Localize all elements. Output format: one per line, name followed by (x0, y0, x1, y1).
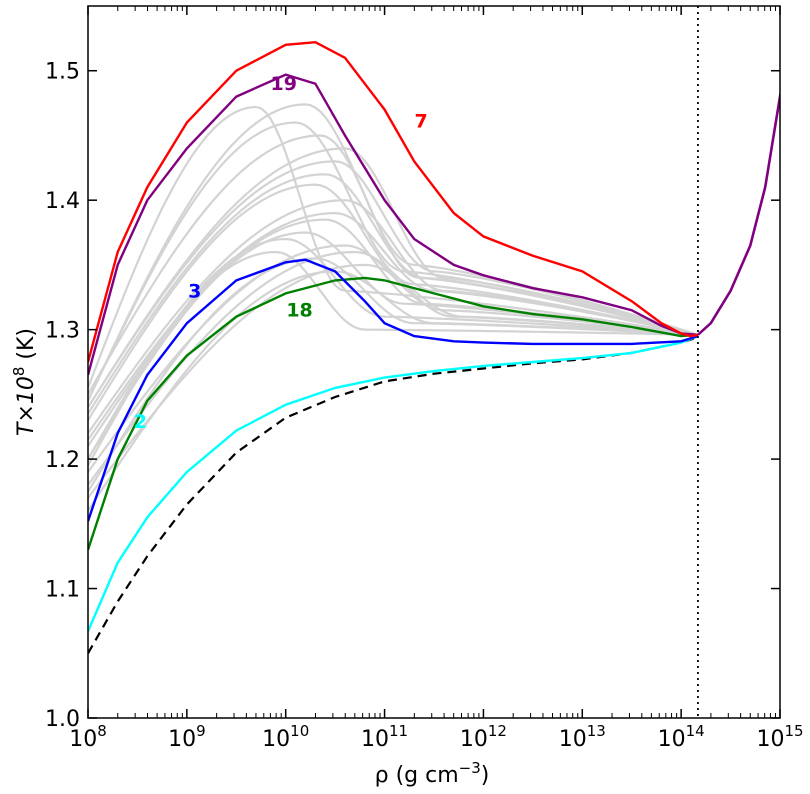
plot-frame (87, 5, 781, 719)
gray-series-line-18 (88, 134, 697, 395)
x-tick-label: 1010 (262, 722, 309, 752)
y-tick-label: 1.0 (45, 707, 80, 732)
common-tail-line (697, 89, 780, 336)
series-label-2: 2 (134, 411, 147, 433)
y-axis-title-exponent: 8 (10, 367, 28, 377)
gray-series-line-12 (88, 250, 697, 486)
y-tick-label: 1.2 (45, 448, 80, 473)
y-tick-label: 1.4 (45, 189, 80, 214)
gray-series-line-14 (88, 250, 697, 460)
gray-series-line-16 (88, 270, 697, 512)
gray-series-line-3 (88, 160, 697, 408)
x-tick-label: 109 (168, 722, 206, 752)
series-line-2 (88, 334, 699, 632)
y-tick-label: 1.5 (45, 60, 80, 85)
y-tick-label: 1.1 (45, 578, 80, 603)
x-axis-title-exponent: −3 (459, 759, 481, 777)
x-tick-label: 1015 (756, 722, 803, 752)
series-line-18 (88, 276, 698, 551)
series-label-3: 3 (188, 280, 201, 302)
y-tick-label: 1.3 (45, 319, 80, 344)
series-line-19 (88, 73, 698, 376)
x-tick-label: 1012 (460, 722, 507, 752)
dashed-series-line (88, 336, 699, 654)
x-tick-label: 108 (69, 722, 107, 752)
series-label-18: 18 (286, 300, 312, 322)
axes: 7 19 3 18 2 108 109 1010 1011 1012 1013 1014 1015 1.0… (45, 5, 804, 752)
plot-area (88, 6, 780, 718)
x-tick-label: 1013 (559, 722, 606, 752)
series-line-3 (88, 258, 699, 522)
series-label-19: 19 (271, 73, 297, 95)
gray-series-line-15 (88, 263, 697, 499)
x-tick-label: 1014 (658, 722, 705, 752)
gray-series-line-0 (88, 105, 697, 389)
y-axis-title-suffix: (K) (14, 328, 39, 367)
series-line-7 (88, 40, 699, 363)
y-axis-title: T×108 (K) (10, 328, 39, 436)
x-axis-title: ρ (g cm−3) (375, 759, 490, 788)
x-axis-title-suffix: ) (481, 763, 490, 788)
series-label-7: 7 (415, 111, 428, 133)
x-tick-label: 1011 (361, 722, 408, 752)
y-axis-title-prefix: T×10 (14, 376, 39, 436)
x-axis-title-prefix: ρ (g cm (375, 763, 459, 788)
